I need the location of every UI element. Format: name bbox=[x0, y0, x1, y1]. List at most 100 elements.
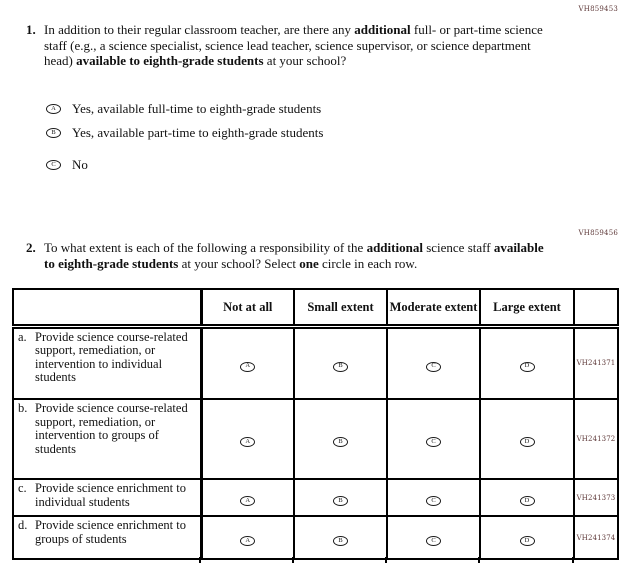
row-b-code: VH241372 bbox=[573, 398, 619, 480]
radio-bubble-a[interactable]: A bbox=[240, 361, 256, 372]
header-moderate-extent: Moderate extent bbox=[386, 288, 481, 329]
text-segment-bold: additional bbox=[366, 240, 423, 255]
bubble-letter: D bbox=[524, 496, 530, 504]
row-d-cell-large-extent: D bbox=[479, 515, 575, 560]
table-row-b: b. Provide science course-related suppor… bbox=[12, 398, 619, 480]
column-divider-tick bbox=[478, 557, 480, 563]
row-a-label-cell: a. Provide science course-related suppor… bbox=[12, 325, 203, 400]
row-a-cell-large-extent: D bbox=[479, 325, 575, 400]
radio-bubble-b[interactable]: B bbox=[333, 361, 348, 372]
radio-bubble-d[interactable]: D bbox=[519, 361, 535, 372]
row-c-cell-moderate-extent: C bbox=[386, 478, 481, 517]
option-label: Yes, available part-time to eighth-grade… bbox=[72, 125, 324, 140]
radio-bubble-c[interactable]: C bbox=[426, 535, 441, 546]
row-b-cell-small-extent: B bbox=[293, 398, 388, 480]
option-yes-full-time[interactable]: A Yes, available full-time to eighth-gra… bbox=[46, 97, 323, 121]
bubble-letter: C bbox=[431, 362, 436, 370]
row-b-cell-moderate-extent: C bbox=[386, 398, 481, 480]
text-segment: circle in each row. bbox=[318, 255, 418, 271]
radio-bubble-d[interactable]: D bbox=[519, 437, 535, 448]
row-a-code: VH241371 bbox=[573, 325, 619, 400]
question-1: 1. In addition to their regular classroo… bbox=[26, 22, 578, 69]
option-label: Yes, available full-time to eighth-grade… bbox=[72, 101, 322, 116]
bubble-letter: C bbox=[431, 536, 436, 544]
radio-bubble-c[interactable]: C bbox=[426, 437, 441, 448]
header-code-cell bbox=[573, 288, 619, 329]
text-segment: at your school? bbox=[263, 53, 347, 69]
radio-bubble-b[interactable]: B bbox=[333, 437, 348, 448]
radio-bubble-a[interactable]: A bbox=[240, 495, 256, 506]
row-d-cell-not-at-all: A bbox=[200, 515, 295, 560]
text-segment: science staff bbox=[422, 240, 494, 255]
question-2-text: To what extent is each of the following … bbox=[44, 240, 556, 271]
table-header-row: Not at all Small extent Moderate extent … bbox=[12, 288, 619, 329]
question-1-options: A Yes, available full-time to eighth-gra… bbox=[46, 97, 323, 177]
column-divider-tick bbox=[385, 557, 387, 563]
row-c-code: VH241373 bbox=[573, 478, 619, 517]
text-segment-bold: one bbox=[299, 255, 319, 271]
responsibility-matrix-table: Not at all Small extent Moderate extent … bbox=[12, 288, 619, 560]
bubble-letter: D bbox=[524, 536, 530, 544]
radio-bubble-a[interactable]: A bbox=[240, 437, 256, 448]
bubble-letter: C bbox=[431, 496, 436, 504]
option-no[interactable]: C No bbox=[46, 153, 323, 177]
bubble-letter: D bbox=[524, 438, 530, 445]
column-divider-tick bbox=[199, 557, 201, 563]
column-divider-tick bbox=[292, 557, 294, 563]
radio-bubble-d[interactable]: D bbox=[519, 535, 535, 546]
text-segment-bold: additional bbox=[354, 22, 411, 37]
header-empty-cell bbox=[12, 288, 203, 329]
radio-bubble-b[interactable]: B bbox=[46, 128, 61, 138]
bubble-letter: C bbox=[431, 438, 436, 445]
question-1-accession-code: VH859453 bbox=[578, 5, 618, 13]
radio-bubble-c[interactable]: C bbox=[46, 160, 61, 170]
table-row-d: d. Provide science enrichment to groups … bbox=[12, 515, 619, 560]
row-label: Provide science course-related support, … bbox=[35, 401, 188, 456]
bubble-letter: A bbox=[51, 104, 56, 112]
row-label: Provide science course-related support, … bbox=[35, 329, 188, 385]
radio-bubble-c[interactable]: C bbox=[426, 361, 441, 372]
row-d-code: VH241374 bbox=[573, 515, 619, 560]
header-large-extent: Large extent bbox=[479, 288, 575, 329]
bubble-letter: B bbox=[338, 496, 343, 504]
table-row-a: a. Provide science course-related suppor… bbox=[12, 325, 619, 400]
text-segment-bold: available to eighth-grade students bbox=[44, 240, 544, 271]
question-1-text: In addition to their regular classroom t… bbox=[44, 22, 549, 69]
row-letter: a. bbox=[18, 329, 27, 344]
bubble-letter: A bbox=[245, 362, 251, 370]
question-2-accession-code: VH859456 bbox=[578, 229, 618, 237]
bubble-letter: B bbox=[338, 362, 343, 370]
text-segment: In addition to their regular classroom t… bbox=[44, 22, 355, 37]
radio-bubble-b[interactable]: B bbox=[333, 535, 348, 546]
header-small-extent: Small extent bbox=[293, 288, 388, 329]
radio-bubble-a[interactable]: A bbox=[46, 104, 61, 114]
radio-bubble-a[interactable]: A bbox=[240, 535, 256, 546]
bubble-letter: A bbox=[245, 536, 251, 544]
row-c-cell-small-extent: B bbox=[293, 478, 388, 517]
text-segment: full- or part-time science staff (e.g., … bbox=[44, 22, 543, 69]
question-2-number: 2. bbox=[26, 240, 36, 255]
radio-bubble-c[interactable]: C bbox=[426, 495, 441, 506]
question-1-number: 1. bbox=[26, 22, 36, 37]
row-d-cell-small-extent: B bbox=[293, 515, 388, 560]
row-d-cell-moderate-extent: C bbox=[386, 515, 481, 560]
bubble-letter: A bbox=[245, 496, 251, 504]
radio-bubble-b[interactable]: B bbox=[333, 495, 348, 506]
row-b-cell-large-extent: D bbox=[479, 398, 575, 480]
row-c-cell-not-at-all: A bbox=[200, 478, 295, 517]
option-yes-part-time[interactable]: B Yes, available part-time to eighth-gra… bbox=[46, 121, 323, 145]
bubble-letter: B bbox=[338, 536, 343, 544]
text-segment-bold: available to eighth-grade students bbox=[76, 53, 264, 69]
row-c-label-cell: c. Provide science enrichment to individ… bbox=[12, 478, 203, 517]
table-row-c: c. Provide science enrichment to individ… bbox=[12, 478, 619, 517]
row-letter: c. bbox=[18, 481, 27, 495]
row-letter: d. bbox=[18, 518, 28, 532]
radio-bubble-d[interactable]: D bbox=[519, 495, 535, 506]
row-a-cell-moderate-extent: C bbox=[386, 325, 481, 400]
row-label: Provide science enrichment to groups of … bbox=[35, 518, 186, 546]
row-c-cell-large-extent: D bbox=[479, 478, 575, 517]
bubble-letter: D bbox=[524, 362, 530, 370]
header-not-at-all: Not at all bbox=[200, 288, 295, 329]
column-divider-tick bbox=[572, 557, 574, 563]
